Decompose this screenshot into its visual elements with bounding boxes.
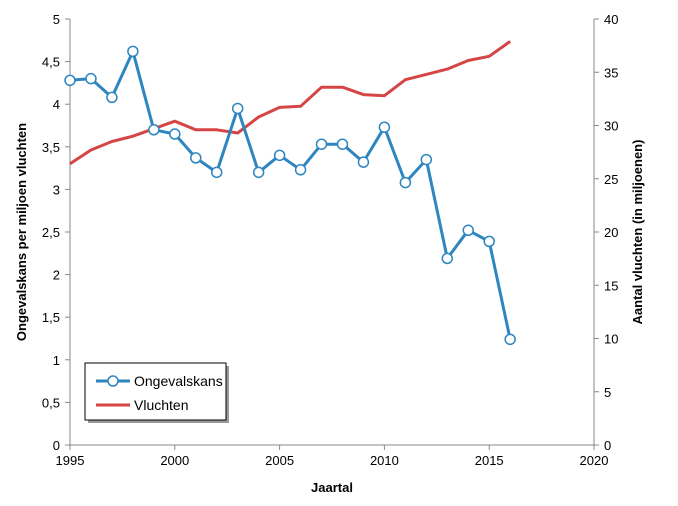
- legend-label-ongevalskans: Ongevalskans: [134, 373, 223, 389]
- data-point-ongevalskans: [106, 91, 118, 104]
- data-point-ongevalskans: [462, 224, 474, 237]
- data-point-ongevalskans: [420, 153, 433, 166]
- legend-marker-ongevalskans: [107, 375, 119, 387]
- y-left-tick-label: 3: [53, 182, 60, 197]
- y-left-tick-label: 2,5: [42, 225, 60, 240]
- tick-labels: 1995 2000 2005 2010 2015 202000,511,522,533,5…: [42, 12, 619, 468]
- data-point-ongevalskans: [294, 164, 307, 176]
- y-right-tick-label: 15: [604, 278, 618, 293]
- data-point-ongevalskans: [315, 138, 328, 150]
- data-point-ongevalskans: [64, 74, 76, 87]
- legend: Ongevalskans Vluchten: [84, 362, 229, 423]
- y-left-tick-label: 2: [53, 268, 60, 283]
- data-point-ongevalskans: [336, 138, 349, 150]
- x-tick-label: 2020: [580, 453, 609, 468]
- data-point-ongevalskans: [504, 333, 516, 346]
- data-point-ongevalskans: [85, 72, 97, 85]
- data-point-ongevalskans: [210, 166, 223, 179]
- y-right-tick-label: 35: [604, 65, 618, 80]
- series-line-vluchten: [69, 40, 512, 166]
- y-right-tick-label: 30: [604, 119, 618, 134]
- y-right-tick-label: 10: [604, 332, 618, 347]
- data-point-ongevalskans: [441, 252, 454, 265]
- y-left-tick-label: 4: [53, 97, 60, 112]
- data-point-ongevalskans: [483, 235, 495, 248]
- data-point-ongevalskans: [399, 176, 412, 189]
- data-point-ongevalskans: [127, 45, 139, 58]
- y-axis-left-title: Ongevalskans per miljoen vluchten: [14, 123, 29, 341]
- y-left-tick-label: 0: [53, 438, 60, 453]
- legend-box: [84, 362, 227, 421]
- y-right-tick-label: 5: [604, 385, 611, 400]
- data-point-ongevalskans: [148, 124, 160, 136]
- y-left-tick-label: 4,5: [42, 55, 60, 70]
- plot-area: [64, 40, 516, 346]
- y-left-tick-label: 1,5: [42, 310, 60, 325]
- data-point-ongevalskans: [190, 152, 202, 164]
- y-left-tick-label: 5: [53, 12, 60, 27]
- data-point-ongevalskans: [252, 166, 265, 179]
- data-point-ongevalskans: [231, 102, 244, 115]
- y-right-tick-label: 0: [604, 438, 611, 453]
- legend-label-vluchten: Vluchten: [134, 397, 188, 413]
- x-tick-label: 2015: [475, 453, 504, 468]
- data-point-ongevalskans: [273, 149, 286, 162]
- y-right-tick-label: 40: [604, 12, 618, 27]
- axes: [65, 18, 599, 450]
- data-point-ongevalskans: [378, 121, 391, 133]
- y-right-tick-label: 25: [604, 172, 618, 187]
- x-tick-label: 1995: [56, 453, 85, 468]
- x-tick-label: 2000: [160, 453, 189, 468]
- y-left-tick-label: 1: [53, 353, 60, 368]
- x-tick-label: 2010: [370, 453, 399, 468]
- x-axis-title: Jaartal: [311, 480, 353, 495]
- series-line-ongevalskans: [69, 49, 512, 340]
- y-left-tick-label: 0,5: [42, 395, 60, 410]
- data-point-ongevalskans: [357, 156, 370, 168]
- data-point-ongevalskans: [169, 128, 181, 140]
- y-right-tick-label: 20: [604, 225, 618, 240]
- y-left-tick-label: 3,5: [42, 140, 60, 155]
- x-tick-label: 2005: [265, 453, 294, 468]
- y-axis-right-title: Aantal vluchten (in miljoenen): [630, 140, 645, 325]
